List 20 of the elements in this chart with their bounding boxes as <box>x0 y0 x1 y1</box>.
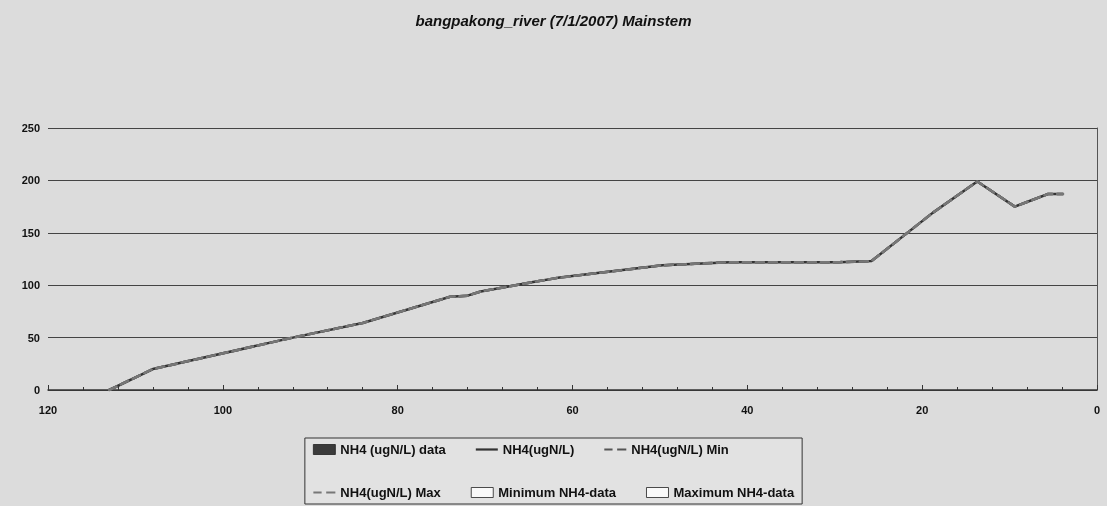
legend-label: NH4(ugN/L) Min <box>631 442 729 457</box>
chart-title: bangpakong_river (7/1/2007) Mainstem <box>415 12 692 29</box>
legend-label: Maximum NH4-data <box>673 485 795 500</box>
y-tick-label: 250 <box>21 122 40 134</box>
y-tick-label: 150 <box>21 226 40 239</box>
y-tick-label: 200 <box>21 174 40 187</box>
x-tick-label: 100 <box>213 403 233 416</box>
legend-label: Minimum NH4-data <box>498 485 617 500</box>
x-tick-label: 60 <box>566 403 579 416</box>
y-tick-label: 100 <box>21 279 40 292</box>
x-tick-label: 80 <box>391 403 404 416</box>
x-tick-label: 120 <box>38 403 58 416</box>
x-tick-label: 0 <box>1093 403 1101 416</box>
legend-label: NH4 (ugN/L) data <box>340 442 447 457</box>
x-tick-label: 40 <box>741 403 754 416</box>
y-tick-label: 0 <box>33 384 40 396</box>
legend-label: NH4(ugN/L) Max <box>340 485 442 500</box>
y-tick-label: 50 <box>27 331 40 344</box>
x-tick-label: 20 <box>916 403 929 416</box>
legend-label: NH4(ugN/L) <box>502 442 575 457</box>
